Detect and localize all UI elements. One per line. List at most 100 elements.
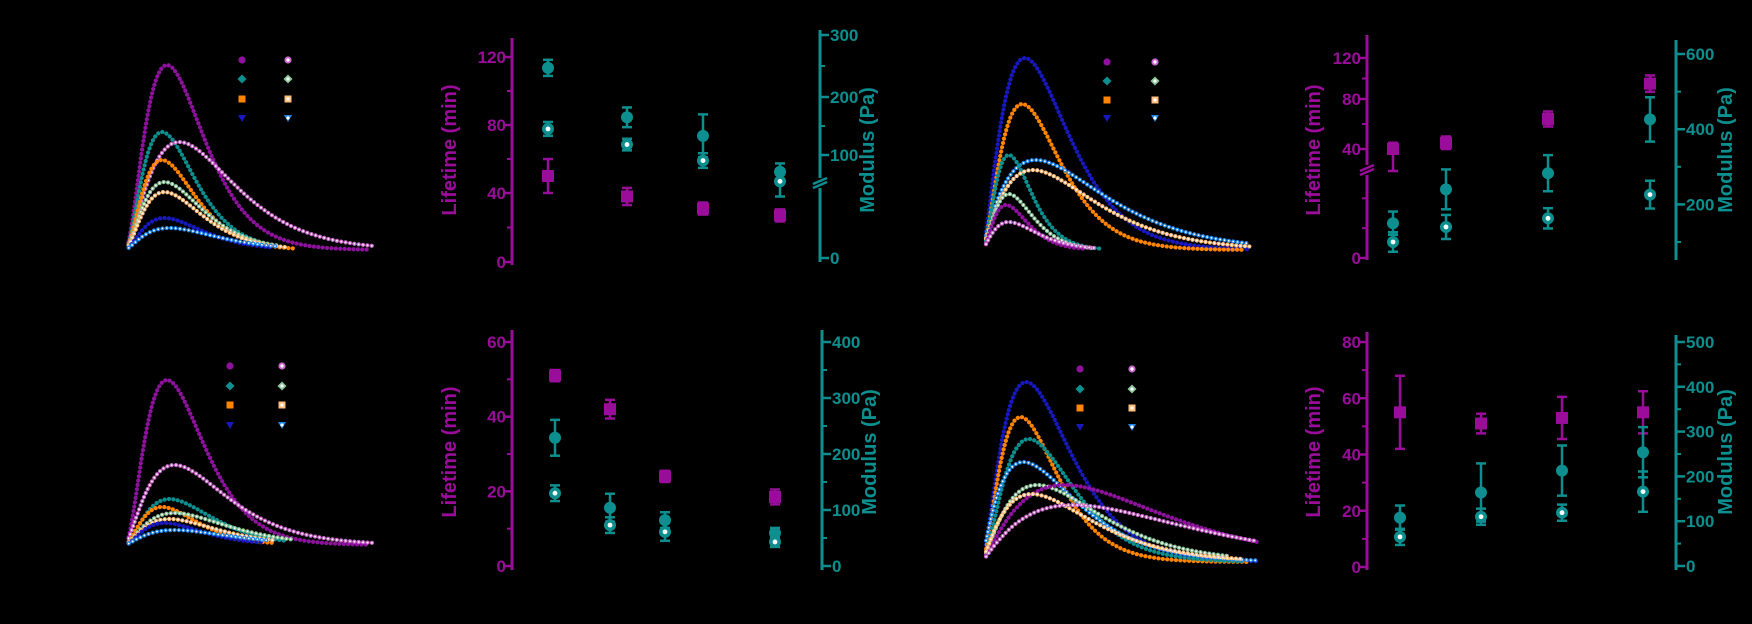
- right-tick-label: 0: [830, 249, 839, 268]
- right-tick-label: 500: [1686, 333, 1714, 352]
- data-point-modulus-filled: [549, 431, 561, 444]
- series-modulus-open: [1387, 179, 1656, 254]
- curve-series-brightblue: [126, 527, 271, 546]
- data-point-modulus-filled: [604, 501, 616, 514]
- data-point-modulus-filled: [1644, 113, 1656, 126]
- left-tick-label: 40: [1342, 140, 1361, 159]
- curve-series-orchid: [126, 139, 375, 248]
- series-lifetime: [542, 157, 786, 223]
- data-point-lifetime: [1394, 406, 1406, 419]
- left-axis-title: Lifetime (min): [1303, 386, 1325, 517]
- data-point-lifetime: [1637, 406, 1649, 419]
- data-point-modulus-filled: [1394, 511, 1406, 524]
- right-tick-label: 100: [1686, 512, 1714, 531]
- right-tick-label: 600: [1686, 45, 1714, 64]
- data-point-lifetime: [697, 202, 709, 215]
- left-axis: 0 40 80 120 Lifetime (min): [1303, 35, 1375, 268]
- right-tick-label: 400: [1686, 378, 1714, 397]
- legend-markers-curves-bottom-right: [1075, 365, 1137, 431]
- left-tick-label: 40: [1342, 446, 1361, 465]
- curve-series-orange: [983, 101, 1245, 252]
- data-point-modulus-open: [1637, 485, 1649, 498]
- legend-markers-curves-top-right: [1102, 58, 1160, 122]
- curve-series-lightgreen: [126, 179, 281, 248]
- series-modulus-open: [1394, 470, 1649, 547]
- right-tick-label: 200: [832, 445, 860, 464]
- data-point-modulus-open: [604, 519, 616, 532]
- data-point-modulus-open: [1394, 530, 1406, 543]
- panel-errors-bottom-left: 0 20 40 60 Lifetime (min) 0 100 200 300 400 Modulu…: [439, 330, 881, 576]
- legend-markers-curves-bottom-left: [225, 362, 287, 429]
- left-tick-label: 0: [497, 253, 506, 272]
- right-tick-label: 200: [1686, 467, 1714, 486]
- curve-series-brightblue: [983, 157, 1253, 246]
- series-modulus-open: [549, 484, 781, 549]
- data-point-modulus-open: [697, 154, 709, 167]
- left-tick-label: 80: [1342, 333, 1361, 352]
- left-axis: 0 20 40 60 Lifetime (min): [439, 330, 514, 576]
- data-point-lifetime: [604, 403, 616, 416]
- curve-series-lightgreen: [983, 191, 1097, 251]
- curve-series-purple: [126, 377, 370, 547]
- series-modulus-filled: [1394, 425, 1649, 531]
- left-tick-label: 40: [487, 184, 506, 203]
- data-point-modulus-open: [621, 138, 633, 151]
- data-point-modulus-open: [1556, 506, 1568, 519]
- data-point-modulus-open: [549, 487, 561, 500]
- panel-curves-bottom-right: [984, 365, 1261, 564]
- right-tick-label: 300: [1686, 423, 1714, 442]
- right-axis-title: Modulus (Pa): [1715, 87, 1737, 213]
- curve-series-lightorange: [984, 491, 1247, 562]
- data-point-lifetime: [1440, 136, 1452, 149]
- right-axis: 0 100 200 300 400 500 Modulus (Pa): [1674, 333, 1737, 576]
- data-point-lifetime: [1556, 411, 1568, 424]
- left-axis-title: Lifetime (min): [439, 84, 461, 215]
- left-axis-title: Lifetime (min): [1303, 84, 1325, 215]
- data-point-lifetime: [1542, 113, 1554, 125]
- legend-markers-curves-top-left: [237, 56, 293, 122]
- left-tick-label: 120: [1333, 49, 1361, 68]
- series-lifetime: [1387, 74, 1656, 173]
- curve-series-purple: [126, 62, 370, 252]
- right-axis-title: Modulus (Pa): [857, 87, 879, 213]
- series-modulus-filled: [1387, 95, 1656, 237]
- left-tick-label: 80: [487, 116, 506, 135]
- right-axis-title: Modulus (Pa): [1715, 389, 1737, 515]
- left-tick-label: 20: [487, 482, 506, 501]
- curve-series-orchid: [126, 462, 375, 545]
- curve-series-navy: [983, 55, 1253, 252]
- panel-errors-top-left: 0 40 80 120 Lifetime (min) 0 100 200 300 Modulus …: [439, 26, 879, 272]
- left-tick-label: 40: [487, 408, 506, 427]
- right-tick-label: 200: [1686, 195, 1714, 214]
- data-point-modulus-filled: [542, 61, 554, 74]
- series-lifetime: [1394, 374, 1649, 451]
- data-point-modulus-filled: [1637, 446, 1649, 459]
- data-point-modulus-filled: [1542, 167, 1554, 180]
- data-point-modulus-filled: [621, 111, 633, 124]
- right-tick-label: 100: [832, 501, 860, 520]
- left-tick-label: 0: [1352, 249, 1361, 268]
- left-tick-label: 80: [1342, 90, 1361, 109]
- left-tick-label: 120: [478, 48, 506, 67]
- right-tick-label: 400: [1686, 120, 1714, 139]
- data-point-modulus-filled: [1440, 183, 1452, 196]
- left-axis: 0 40 80 120 Lifetime (min): [439, 38, 514, 272]
- right-axis: 200 400 600 Modulus (Pa): [1674, 40, 1737, 260]
- left-axis-title: Lifetime (min): [439, 386, 461, 517]
- data-point-modulus-filled: [1556, 464, 1568, 477]
- panel-curves-bottom-left: [126, 362, 375, 547]
- data-point-modulus-open: [1475, 510, 1487, 523]
- data-point-modulus-open: [542, 122, 554, 135]
- series-modulus-filled: [542, 58, 786, 182]
- right-tick-label: 100: [830, 146, 858, 165]
- left-tick-label: 20: [1342, 502, 1361, 521]
- left-tick-label: 60: [487, 333, 506, 352]
- right-tick-label: 300: [832, 389, 860, 408]
- right-axis: 0 100 200 300 400 Modulus (Pa): [820, 330, 881, 576]
- right-tick-label: 300: [830, 26, 858, 45]
- data-point-lifetime: [1387, 143, 1399, 155]
- data-point-modulus-open: [1440, 220, 1452, 233]
- data-point-lifetime: [1644, 77, 1656, 90]
